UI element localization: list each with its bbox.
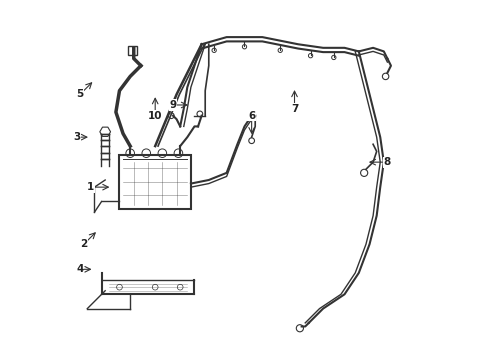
Circle shape — [278, 48, 282, 53]
Text: 10: 10 — [148, 111, 162, 121]
Text: 8: 8 — [383, 157, 390, 167]
Text: 9: 9 — [169, 100, 176, 110]
Text: 5: 5 — [77, 89, 83, 99]
Text: 1: 1 — [87, 182, 94, 192]
Circle shape — [308, 54, 312, 58]
Text: 4: 4 — [76, 264, 84, 274]
Text: 3: 3 — [73, 132, 80, 142]
Text: 2: 2 — [80, 239, 87, 249]
Circle shape — [212, 48, 216, 53]
Text: 6: 6 — [247, 111, 255, 121]
Circle shape — [242, 45, 246, 49]
Bar — [128, 46, 137, 55]
Text: 7: 7 — [290, 104, 298, 113]
Circle shape — [331, 55, 335, 60]
